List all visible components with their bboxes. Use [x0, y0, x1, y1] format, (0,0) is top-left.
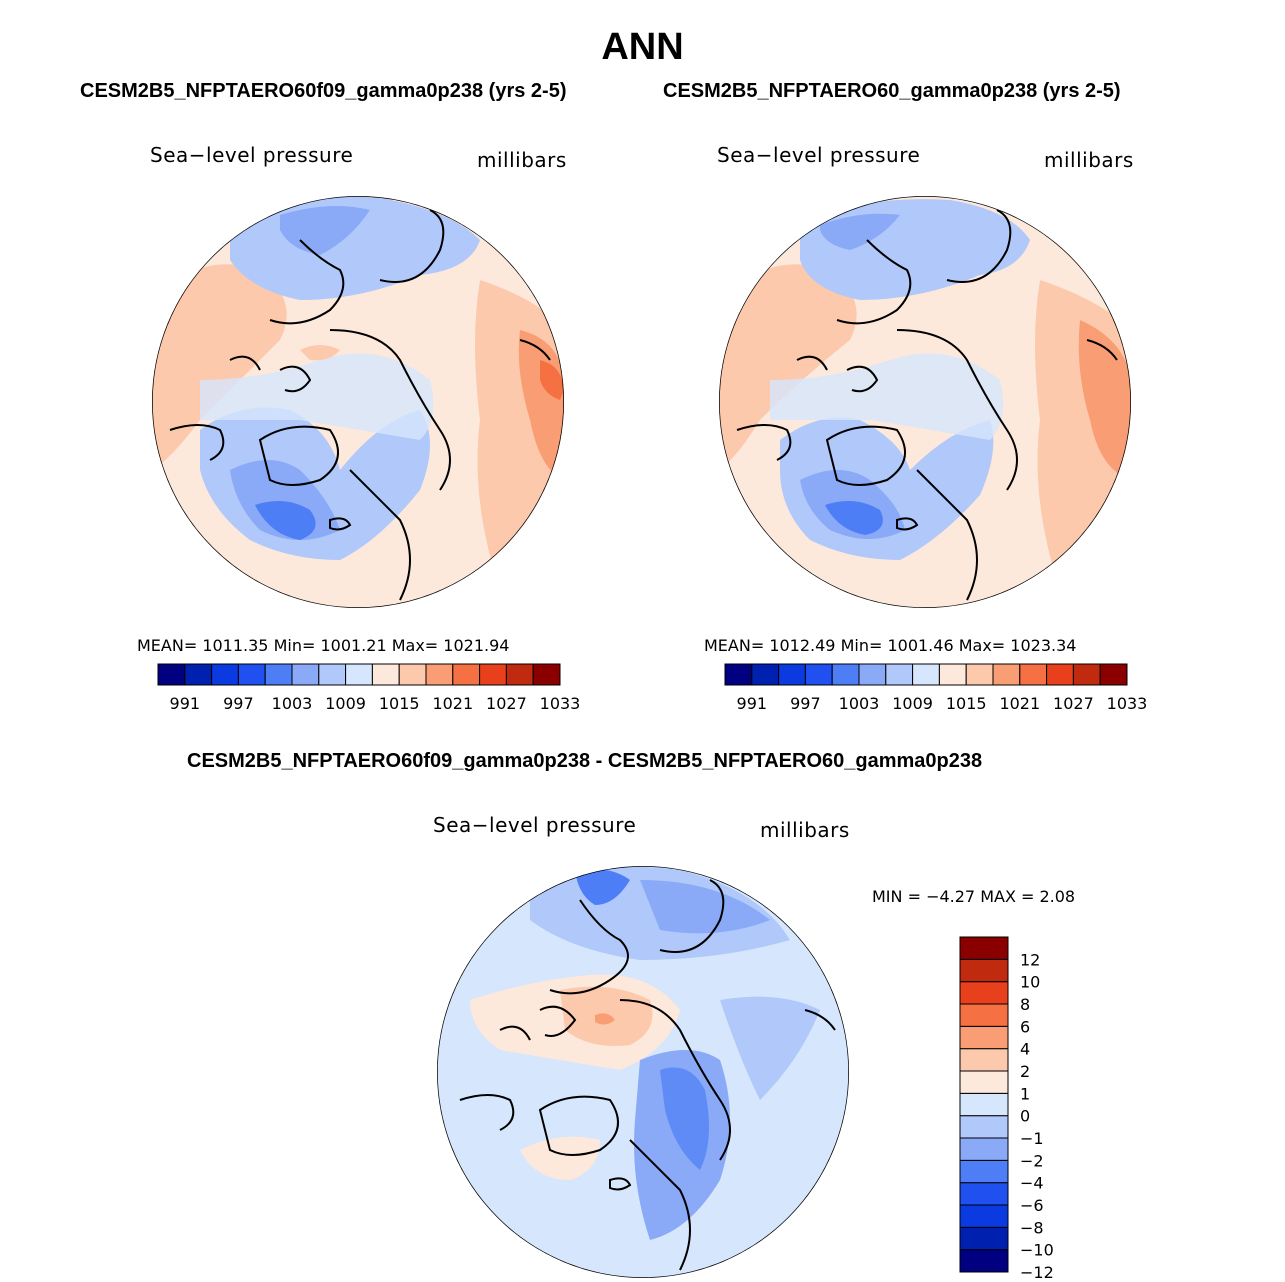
- colorbar-swatch: [959, 1226, 1009, 1251]
- panel1-variable: Sea−level pressure: [150, 143, 354, 167]
- colorbar-swatch: [318, 663, 347, 686]
- figure-title: ANN: [601, 26, 684, 68]
- panel2-colorbar: 991 997 1003 1009 1015 1021 1027 1033: [724, 663, 1148, 713]
- colorbar-swatch: [959, 1070, 1009, 1094]
- colorbar-swatch: [965, 663, 994, 686]
- panel1-units: millibars: [477, 148, 567, 172]
- colorbar-tick-label: 991: [737, 694, 768, 713]
- colorbar-swatch: [938, 663, 967, 686]
- colorbar-swatch: [157, 663, 186, 686]
- panel1-stats: MEAN= 1011.35 Min= 1001.21 Max= 1021.94: [137, 636, 510, 655]
- colorbar-swatch: [237, 663, 266, 686]
- colorbar-tick-label: 991: [170, 694, 201, 713]
- colorbar-swatch: [211, 663, 239, 686]
- colorbar-tick-label: −12: [1020, 1263, 1054, 1282]
- colorbar-swatch: [184, 663, 213, 686]
- colorbar-swatch: [371, 663, 400, 686]
- colorbar-swatch: [959, 1115, 1009, 1139]
- colorbar-swatch: [1046, 663, 1074, 686]
- colorbar-swatch: [959, 1025, 1009, 1050]
- panel1-title: CESM2B5_NFPTAERO60f09_gamma0p238 (yrs 2-…: [80, 80, 567, 102]
- colorbar-tick-label: 1003: [839, 694, 880, 713]
- diff-units: millibars: [760, 818, 850, 842]
- colorbar-swatch: [425, 663, 454, 686]
- colorbar-tick-label: 4: [1020, 1040, 1030, 1059]
- colorbar-tick-label: −8: [1020, 1218, 1044, 1237]
- colorbar-swatch: [724, 663, 753, 686]
- colorbar-tick-label: 1003: [272, 694, 313, 713]
- colorbar-tick-label: 997: [223, 694, 254, 713]
- colorbar-tick-label: −1: [1020, 1129, 1044, 1148]
- colorbar-swatch: [959, 1249, 1009, 1273]
- colorbar-swatch: [804, 663, 833, 686]
- colorbar-swatch: [398, 663, 427, 686]
- colorbar-tick-label: 1: [1020, 1084, 1030, 1103]
- colorbar-tick-label: 1009: [892, 694, 933, 713]
- colorbar-swatch: [831, 663, 860, 686]
- colorbar-tick-label: −6: [1020, 1196, 1044, 1215]
- colorbar-tick-label: 12: [1020, 950, 1040, 969]
- colorbar-swatch: [959, 1204, 1009, 1228]
- colorbar-swatch: [751, 663, 780, 686]
- panel2-title: CESM2B5_NFPTAERO60_gamma0p238 (yrs 2-5): [663, 80, 1121, 102]
- colorbar-tick-label: 997: [790, 694, 821, 713]
- colorbar-tick-label: 0: [1020, 1107, 1030, 1126]
- colorbar-tick-label: 10: [1020, 973, 1040, 992]
- colorbar-tick-label: 1021: [432, 694, 473, 713]
- panel2-variable: Sea−level pressure: [717, 143, 921, 167]
- colorbar-swatch: [1099, 663, 1128, 686]
- diff-title: CESM2B5_NFPTAERO60f09_gamma0p238 - CESM2…: [187, 750, 983, 772]
- colorbar-swatch: [885, 663, 914, 686]
- colorbar-tick-label: 8: [1020, 995, 1030, 1014]
- colorbar-tick-label: 1033: [1107, 694, 1148, 713]
- colorbar-swatch: [264, 663, 293, 686]
- diff-variable: Sea−level pressure: [433, 813, 637, 837]
- colorbar-tick-label: −10: [1020, 1241, 1054, 1260]
- colorbar-swatch: [532, 663, 561, 686]
- colorbar-swatch: [959, 1182, 1009, 1206]
- colorbar-tick-label: −4: [1020, 1174, 1044, 1193]
- colorbar-swatch: [1019, 663, 1048, 686]
- colorbar-swatch: [959, 1137, 1009, 1161]
- map2-polar-plot: [719, 196, 1131, 608]
- colorbar-swatch: [992, 663, 1021, 686]
- colorbar-tick-label: 1027: [1053, 694, 1094, 713]
- colorbar-swatch: [778, 663, 806, 686]
- colorbar-tick-label: 1015: [379, 694, 420, 713]
- colorbar-swatch: [291, 663, 320, 686]
- colorbar-tick-label: 6: [1020, 1017, 1030, 1036]
- panel2-stats: MEAN= 1012.49 Min= 1001.46 Max= 1023.34: [704, 636, 1077, 655]
- colorbar-swatch: [959, 1159, 1009, 1184]
- colorbar-swatch: [479, 663, 507, 686]
- panel1-colorbar: 991 997 1003 1009 1015 1021 1027 1033: [157, 663, 581, 713]
- colorbar-tick-label: 1027: [486, 694, 527, 713]
- colorbar-swatch: [912, 663, 940, 686]
- panel2-units: millibars: [1044, 148, 1134, 172]
- colorbar-tick-label: 2: [1020, 1062, 1030, 1081]
- colorbar-tick-label: 1009: [325, 694, 366, 713]
- colorbar-swatch: [505, 663, 534, 686]
- colorbar-swatch: [959, 936, 1009, 960]
- colorbar-swatch: [959, 958, 1009, 983]
- colorbar-swatch: [959, 981, 1009, 1005]
- colorbar-tick-label: −2: [1020, 1151, 1044, 1170]
- colorbar-swatch: [959, 1048, 1009, 1072]
- colorbar-tick-label: 1021: [999, 694, 1040, 713]
- map1-polar-plot: [152, 196, 564, 608]
- colorbar-swatch: [1072, 663, 1101, 686]
- colorbar-tick-label: 1015: [946, 694, 987, 713]
- colorbar-swatch: [858, 663, 887, 686]
- colorbar-swatch: [959, 1092, 1009, 1117]
- diff-polar-plot: [437, 866, 849, 1278]
- colorbar-swatch: [959, 1003, 1009, 1027]
- colorbar-swatch: [452, 663, 481, 686]
- colorbar-tick-label: 1033: [540, 694, 581, 713]
- diff-stats: MIN = −4.27 MAX = 2.08: [872, 887, 1076, 906]
- colorbar-swatch: [345, 663, 373, 686]
